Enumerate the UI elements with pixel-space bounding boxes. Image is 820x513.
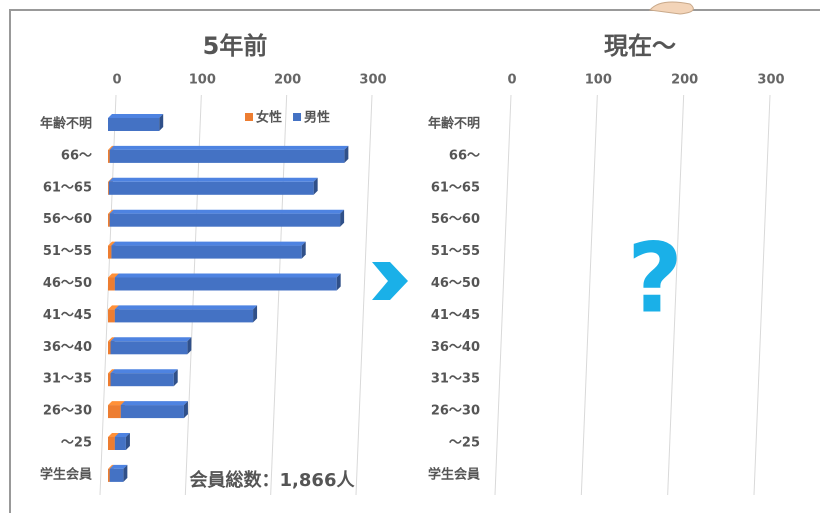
bar-top [111,369,178,373]
category-label: ～25 [61,436,92,451]
bar [108,405,121,418]
category-label: 学生会員 [40,466,92,482]
bar-top [115,274,341,278]
grid-line [356,95,372,495]
annotation: ? [627,222,683,334]
frame [10,10,820,513]
bar-top [108,114,163,118]
chart-title: 現在～ [604,32,676,60]
legend-swatch [245,113,253,121]
bar [108,437,115,450]
bar [111,373,174,386]
bar [108,150,110,163]
category-label: 31～35 [43,372,92,387]
bar-top [110,210,344,214]
grid-line [581,95,597,495]
category-label: 46～50 [431,276,480,291]
arrow [372,262,408,300]
category-label: 年齢不明 [428,116,480,132]
x-tick-label: 0 [112,73,121,88]
category-label: 26～30 [43,404,92,419]
bar [108,118,159,131]
bar [108,309,115,322]
category-label: 61～65 [43,180,92,195]
x-tick-label: 200 [274,73,301,88]
bar-top [110,146,349,150]
category-label: 31～35 [431,372,480,387]
grid-line [495,95,511,495]
bar-top [121,401,188,405]
category-label: 51～55 [431,244,480,259]
x-tick-label: 100 [189,73,216,88]
bar [108,341,111,354]
category-label: 26～30 [431,404,480,419]
bar [111,341,188,354]
category-label: 学生会員 [428,466,480,482]
category-label: 年齢不明 [40,116,92,132]
x-tick-label: 100 [585,73,612,88]
x-tick-label: 300 [757,73,784,88]
grid-line [754,95,770,495]
x-tick-label: 300 [359,73,386,88]
page: 5年前 0 100 200 300 年齢不明 66～ 61～65 56～60 51～55 46～50… [0,0,820,513]
annotation: 会員総数：1,866人 [190,469,356,491]
category-label: 41～45 [431,308,480,323]
bar [110,150,345,163]
bar [108,182,109,195]
legend-label: 男性 [304,110,330,126]
bar [115,437,126,450]
category-label: 56～60 [43,212,92,227]
category-label: 46～50 [43,276,92,291]
bar [109,182,314,195]
category-label: 41～45 [43,308,92,323]
bar [121,405,184,418]
chart-title: 5年前 [203,32,268,60]
bar [111,246,301,259]
x-tick-label: 0 [507,73,516,88]
bar-top [109,178,318,182]
bar [108,246,111,259]
legend-swatch [293,113,301,121]
category-label: 51～55 [43,244,92,259]
bar [115,309,253,322]
bar [108,278,115,291]
category-label: 66～ [449,148,480,163]
x-tick-label: 200 [671,73,698,88]
bar [110,214,340,227]
bar [110,469,124,482]
category-label: 61～65 [431,180,480,195]
category-label: 36～40 [431,340,480,355]
bar-top [111,337,192,341]
bar-top [115,305,257,309]
category-label: 66～ [61,148,92,163]
bar [108,373,111,386]
category-label: 36～40 [43,340,92,355]
legend-label: 女性 [256,110,282,126]
bar [108,469,110,482]
category-label: ～25 [449,436,480,451]
bar [108,214,110,227]
hand-decoration [650,2,693,14]
bar-top [111,242,305,246]
category-label: 56～60 [431,212,480,227]
bar [115,278,337,291]
